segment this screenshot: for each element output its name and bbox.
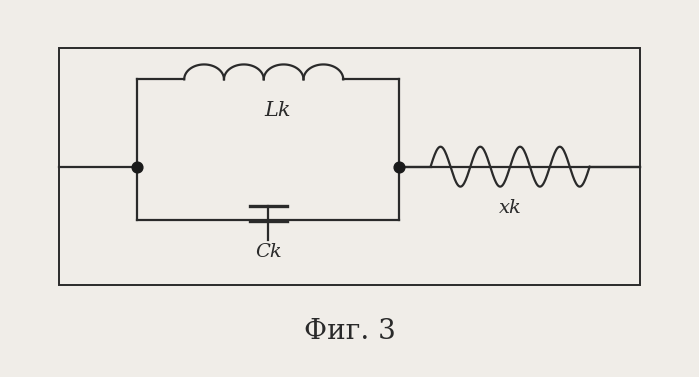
Text: Lk: Lk — [264, 101, 291, 120]
Bar — [59, 48, 640, 285]
Point — [132, 164, 143, 170]
Text: xk: xk — [498, 199, 521, 217]
Text: Фиг. 3: Фиг. 3 — [303, 319, 396, 345]
Text: Ck: Ck — [255, 243, 282, 261]
Point — [394, 164, 405, 170]
